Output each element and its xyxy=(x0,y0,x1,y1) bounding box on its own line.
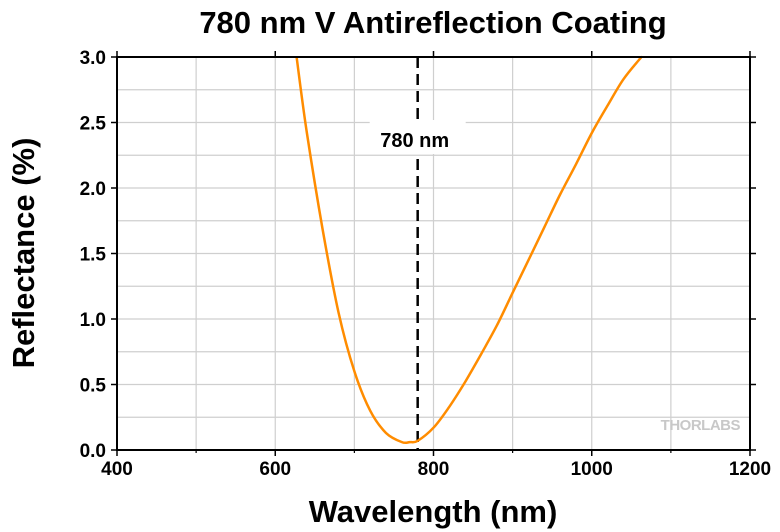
x-tick-label: 600 xyxy=(259,459,291,480)
annotations: 780 nm xyxy=(369,57,466,450)
y-tick-label: 1.5 xyxy=(80,245,107,266)
y-tick-label: 3.0 xyxy=(80,48,106,69)
x-axis-title: Wavelength (nm) xyxy=(309,494,558,529)
data-series xyxy=(295,55,643,445)
tick-labels: 400 600 800 1000 1200 0.0 0.5 1.0 1.5 2.0 2.5 3.0 xyxy=(80,48,772,480)
thorlabs-logo: THORLABS xyxy=(661,417,741,434)
annotation-label: 780 nm xyxy=(380,130,449,152)
chart-title: 780 nm V Antireflection Coating xyxy=(199,5,666,40)
grid-lines xyxy=(117,57,750,450)
y-axis-title: Reflectance (%) xyxy=(6,138,41,369)
x-tick-label: 400 xyxy=(101,459,133,480)
y-tick-label: 2.5 xyxy=(80,114,107,135)
y-tick-label: 0.0 xyxy=(80,441,106,462)
y-tick-label: 2.0 xyxy=(80,179,106,200)
x-tick-label: 1000 xyxy=(571,459,613,480)
reflectance-curve xyxy=(295,55,643,445)
x-tick-label: 1200 xyxy=(729,459,771,480)
y-tick-label: 1.0 xyxy=(80,310,106,331)
annotation-label-background xyxy=(369,120,466,154)
plot-frame xyxy=(116,56,751,451)
x-tick-label: 800 xyxy=(418,459,450,480)
y-tick-label: 0.5 xyxy=(80,376,107,397)
